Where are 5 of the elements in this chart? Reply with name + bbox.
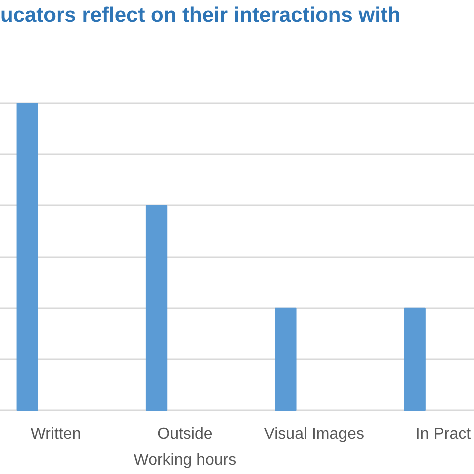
x-tick-label: Outside Working hours — [134, 426, 237, 470]
x-tick-label: Visual Images — [264, 426, 364, 443]
x-tick-label: In Pract — [416, 426, 472, 443]
chart-title: ucators reflect on their interactions with — [0, 4, 401, 28]
x-tick-label: Written — [30, 426, 82, 443]
